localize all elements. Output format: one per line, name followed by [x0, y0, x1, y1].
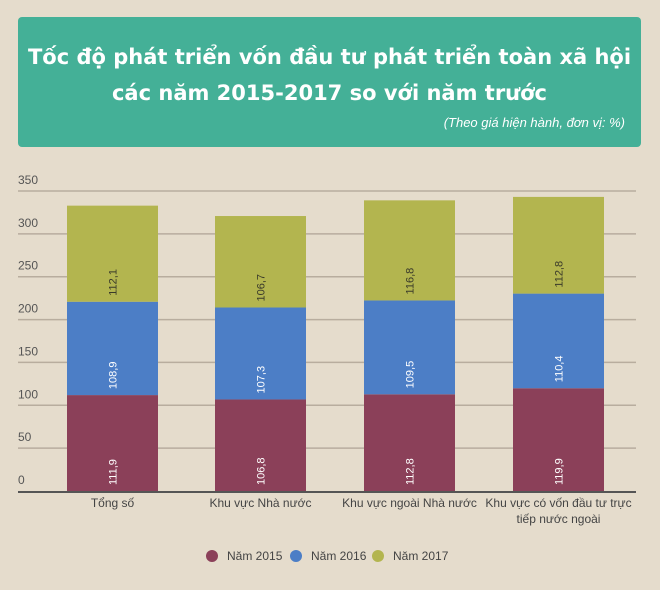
bar-segment: [67, 395, 158, 491]
bar-segment: [364, 300, 455, 395]
data-label: 112,1: [108, 269, 120, 296]
y-tick-label: 0: [18, 473, 25, 487]
data-label: 110,4: [554, 356, 566, 383]
data-label: 106,8: [256, 457, 268, 485]
bar-segment: [215, 399, 306, 491]
legend-marker: [372, 550, 384, 562]
data-label: 108,9: [108, 362, 120, 390]
legend-label: Năm 2017: [393, 549, 449, 563]
legend-label: Năm 2016: [311, 549, 367, 563]
legend-label: Năm 2015: [227, 549, 283, 563]
data-label: 109,5: [405, 361, 417, 389]
x-tick-label: Khu vực ngoài Nhà nước: [342, 496, 477, 510]
chart-subtitle: (Theo giá hiện hành, đơn vị: %): [443, 115, 625, 130]
bar-segment: [513, 293, 604, 389]
y-tick-label: 150: [18, 344, 38, 358]
data-label: 112,8: [554, 261, 566, 288]
title-line-1: Tốc độ phát triển vốn đầu tư phát triển …: [27, 45, 632, 69]
legend-marker: [290, 550, 302, 562]
x-tick-label: Khu vực Nhà nước: [210, 496, 312, 510]
x-tick-label: Khu vực có vốn đầu tư trực: [485, 496, 631, 510]
y-tick-label: 200: [18, 302, 38, 316]
legend-marker: [206, 550, 218, 562]
y-tick-label: 100: [18, 387, 38, 401]
x-tick-label: Tổng số: [91, 496, 135, 510]
bar-segment: [215, 307, 306, 400]
bar-segment: [67, 205, 158, 302]
bar-segment: [513, 196, 604, 294]
data-label: 111,9: [108, 459, 120, 485]
bar-segment: [215, 216, 306, 308]
y-tick-label: 250: [18, 259, 38, 273]
title-banner: Tốc độ phát triển vốn đầu tư phát triển …: [18, 17, 641, 147]
data-label: 106,7: [256, 274, 268, 302]
bar-segment: [364, 394, 455, 491]
y-tick-label: 350: [18, 173, 38, 187]
bar-segment: [67, 301, 158, 396]
x-tick-label: tiếp nước ngoài: [517, 512, 601, 526]
title-line-2: các năm 2015-2017 so với năm trước: [111, 81, 547, 105]
bar-segment: [513, 388, 604, 491]
data-label: 116,8: [405, 268, 417, 295]
y-tick-label: 300: [18, 216, 38, 230]
chart-title: Tốc độ phát triển vốn đầu tư phát triển …: [18, 39, 641, 111]
data-label: 112,8: [405, 458, 417, 485]
bar-segment: [364, 200, 455, 301]
y-tick-label: 50: [18, 430, 32, 444]
data-label: 107,3: [256, 366, 268, 394]
data-label: 119,9: [554, 458, 566, 485]
